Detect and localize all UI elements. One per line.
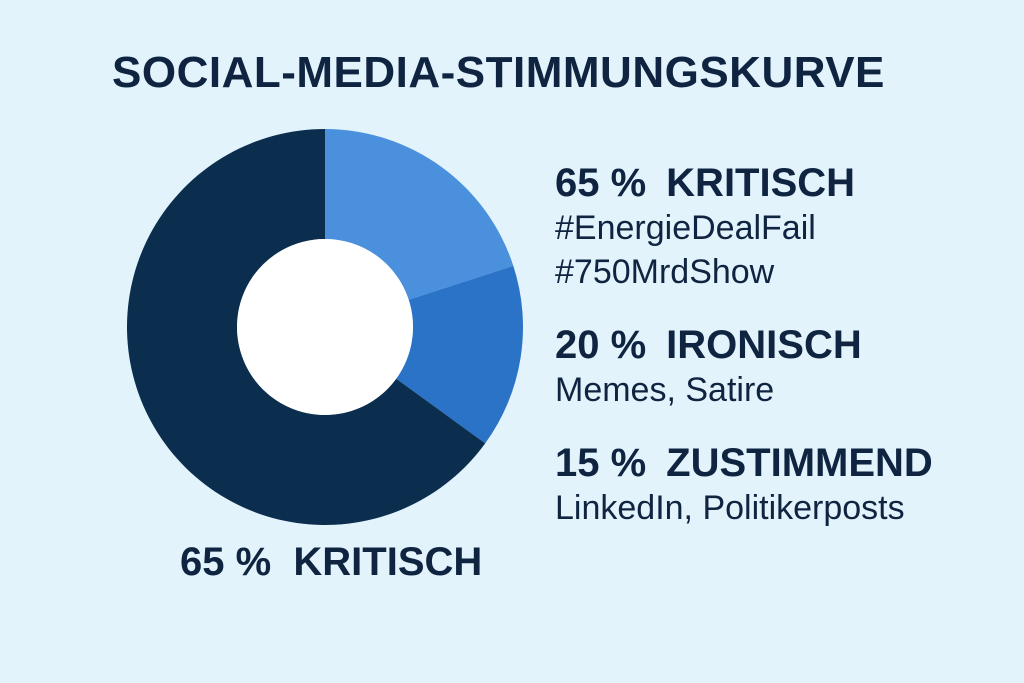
donut-chart xyxy=(126,129,523,525)
legend-pct-kritisch: 65 % xyxy=(555,161,647,205)
legend-heading-zustimmend: 15 % ZUSTIMMEND xyxy=(555,440,933,486)
legend-label-ironisch: IRONISCH xyxy=(666,323,862,367)
chart-title: SOCIAL-MEDIA-STIMMUNGSKURVE xyxy=(112,48,885,97)
donut-slice-zustimmend xyxy=(396,265,523,444)
donut-slice-kritisch xyxy=(126,129,486,525)
donut-caption-pct: 65 % xyxy=(180,540,272,584)
legend-pct-zustimmend: 15 % xyxy=(555,441,647,485)
legend-item-ironisch: 20 % IRONISCH Memes, Satire xyxy=(555,322,933,412)
donut-slice-ironisch xyxy=(325,129,514,300)
legend-heading-ironisch: 20 % IRONISCH xyxy=(555,322,933,368)
donut-caption-label: KRITISCH xyxy=(293,540,483,584)
legend-heading-kritisch: 65 % KRITISCH xyxy=(555,160,933,206)
legend-line-hashtag-750mrdshow: #750MrdShow xyxy=(555,253,775,291)
legend-item-zustimmend: 15 % ZUSTIMMEND LinkedIn, Politikerposts xyxy=(555,440,933,530)
donut-caption: 65 % KRITISCH xyxy=(180,540,482,585)
legend: 65 % KRITISCH #EnergieDealFail #750MrdSho… xyxy=(555,160,933,558)
legend-line-linkedin-politikerposts: LinkedIn, Politikerposts xyxy=(555,489,905,527)
legend-label-zustimmend: ZUSTIMMEND xyxy=(666,441,933,485)
legend-label-kritisch: KRITISCH xyxy=(666,161,856,205)
legend-line-hashtag-energiedealfail: #EnergieDealFail xyxy=(555,209,816,247)
donut-hole xyxy=(237,239,413,415)
legend-item-kritisch: 65 % KRITISCH #EnergieDealFail #750MrdSho… xyxy=(555,160,933,294)
legend-pct-ironisch: 20 % xyxy=(555,323,647,367)
legend-line-memes-satire: Memes, Satire xyxy=(555,371,775,409)
